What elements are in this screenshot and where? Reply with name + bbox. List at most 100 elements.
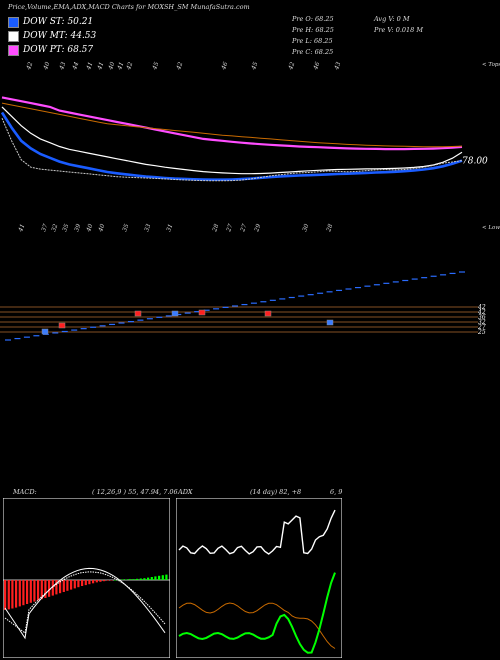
macd-hist-bar [88, 580, 91, 585]
macd-hist-bar [51, 580, 54, 596]
macd-hist-bar [77, 580, 80, 588]
macd-hist-bar [73, 580, 76, 589]
macd-hist-bar [110, 580, 113, 581]
macd-hist-bar [70, 580, 73, 590]
adx-params: (14 day) 82, +8 [250, 488, 302, 496]
stat-low: Pre L: 68.25 [292, 37, 333, 45]
top-tick-label: 40 [107, 61, 117, 72]
macd-title: MACD: [13, 488, 37, 496]
macd-hist-bar [128, 579, 131, 580]
macd-hist-bar [4, 580, 7, 610]
top-tick-label: 43 [58, 61, 68, 72]
macd-hist-bar [59, 580, 62, 594]
macd-hist-bar [125, 579, 128, 580]
series-mt-line [1, 106, 463, 175]
macd-hist-bar [37, 580, 40, 601]
legend-pt-label: DOW PT: 68.57 [23, 45, 94, 55]
adx-chart [176, 498, 342, 658]
macd-hist-bar [121, 579, 124, 580]
level-label: 27 [477, 324, 486, 331]
tops-axis-label: < Tops [482, 62, 500, 68]
macd-hist-bar [165, 574, 168, 580]
low-tick-label: 37 [40, 223, 49, 233]
macd-hist-bar [81, 580, 84, 586]
legend-st-label: DOW ST: 50.21 [23, 17, 94, 27]
low-tick-label: 31 [165, 223, 174, 233]
last-value-label: 78.00 [462, 157, 488, 167]
macd-frame [3, 498, 170, 658]
stat-avg-volume: Avg V: 0 M [374, 15, 410, 23]
level-label: 36 [478, 314, 486, 321]
macd-hist-bar [158, 575, 161, 580]
series-pt-line [1, 96, 463, 151]
top-tick-label: 46 [220, 61, 230, 72]
top-tick-label: 45 [151, 61, 161, 72]
low-tick-label: 27 [225, 223, 235, 234]
macd-hist-bar [48, 580, 51, 597]
chart-title: Price,Volume,EMA,ADX,MACD Charts for MOX… [8, 3, 250, 11]
low-tick-label: 35 [61, 223, 70, 233]
low-tick-label: 39 [73, 223, 82, 233]
macd-hist-bar [92, 580, 95, 584]
macd-hist-bar [15, 580, 18, 608]
low-tick-label: 33 [143, 223, 152, 233]
top-tick-label: 42 [25, 61, 35, 72]
level-label: 42 [477, 309, 486, 316]
top-tick-label: 44 [71, 61, 81, 72]
adx-right-label: 6, 9 [330, 488, 343, 496]
macd-hist-bar [55, 580, 58, 595]
volume-marker [58, 322, 66, 329]
macd-hist-bar [150, 577, 153, 580]
macd-hist-bar [106, 580, 109, 581]
macd-hist-bar [99, 580, 102, 582]
top-tick-label: 40 [42, 61, 52, 72]
series-st-line [0, 111, 463, 181]
macd-hist-bar [26, 580, 29, 604]
series-orange-line [1, 102, 463, 148]
volume-marker [264, 310, 272, 317]
volume-marker [326, 319, 334, 326]
top-tick-label: 45 [250, 61, 260, 72]
macd-hist-bar [7, 580, 10, 610]
legend-pt: DOW PT: 68.57 [8, 44, 93, 56]
macd-hist-bar [44, 580, 47, 598]
top-tick-label: 41 [96, 61, 106, 72]
low-tick-label: 29 [253, 223, 263, 234]
low-tick-label: 41 [17, 223, 27, 234]
macd-hist-bar [132, 579, 135, 580]
macd-hist-bar [18, 580, 21, 607]
volume-marker [198, 309, 206, 316]
volume-marker [41, 328, 49, 335]
top-tick-label: 42 [287, 61, 297, 72]
macd-hist-bar [136, 578, 139, 580]
low-tick-label: 40 [85, 223, 95, 234]
top-tick-label: 42 [175, 61, 185, 72]
level-label: 32 [478, 319, 486, 326]
stat-prev-volume: Pre V: 0.018 M [374, 26, 424, 34]
macd-hist-bar [66, 580, 69, 591]
macd-hist-bar [33, 580, 36, 602]
level-label: 42 [477, 304, 486, 311]
macd-hist-bar [147, 577, 150, 580]
low-tick-label: 27 [239, 223, 249, 234]
low-tick-label: 28 [325, 223, 335, 234]
adx-title: ADX [178, 488, 193, 496]
lows-axis-label: < Lows [482, 225, 500, 231]
macd-line [4, 567, 166, 640]
stat-open: Pre O: 68.25 [292, 15, 334, 23]
low-tick-label: 40 [97, 223, 107, 234]
macd-signal-line [4, 571, 166, 634]
stat-close: Pre C: 68.25 [292, 48, 334, 56]
legend-mt: DOW MT: 44.53 [8, 30, 96, 42]
top-tick-label: 46 [312, 61, 322, 72]
macd-hist-bar [11, 580, 14, 609]
macd-params: ( 12,26,9 ) 55, 47.94, 7.06 [92, 488, 178, 496]
adx-minus-di-line [178, 602, 336, 649]
volume-marker [134, 310, 142, 317]
top-tick-label: 42 [125, 61, 135, 72]
macd-hist-bar [103, 580, 106, 582]
top-tick-label: 41 [116, 61, 126, 72]
macd-hist-bar [62, 580, 65, 592]
price-ema-chart: 42 40 43 44 41 41 40 41 42 45 42 46 45 42 46 43 < Tops78… [0, 61, 500, 182]
